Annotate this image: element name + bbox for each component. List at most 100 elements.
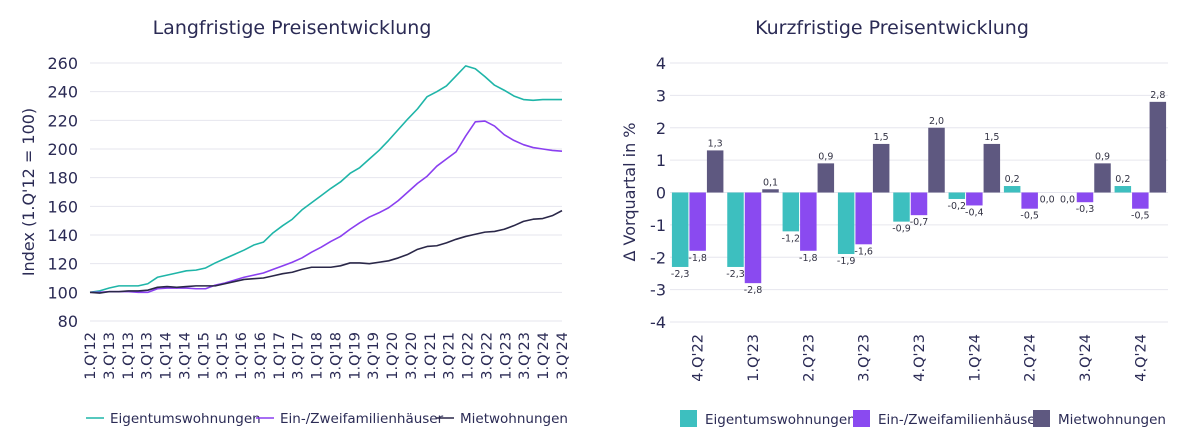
bar-legend-swatch	[853, 410, 870, 427]
bar-2-0	[706, 150, 724, 193]
bar-x-tick-label: 3.Q'24	[1078, 334, 1094, 382]
line-series-1	[90, 120, 563, 294]
bar-1-1	[744, 192, 762, 284]
line-y-tick-label: 220	[47, 111, 78, 130]
bar-data-label: -1,8	[799, 253, 818, 264]
bar-x-tick-label: 2.Q'24	[1023, 334, 1039, 382]
bar-2-8	[1149, 101, 1167, 193]
bar-data-label: 0,0	[1060, 195, 1075, 206]
line-y-tick-label: 180	[47, 169, 78, 188]
bar-x-tick-label: 3.Q'23	[857, 334, 873, 382]
line-x-tick-label: 3.Q'19	[366, 332, 382, 380]
bar-y-tick-label: 2	[656, 119, 666, 138]
bar-data-label: -0,3	[1076, 204, 1095, 215]
bar-x-tick-label: 1.Q'24	[967, 334, 983, 382]
line-x-tick-label: 3.Q'14	[177, 332, 193, 380]
line-x-tick-label: 1.Q'12	[83, 332, 99, 380]
bar-2-1	[762, 189, 779, 193]
line-x-tick-label: 1.Q'14	[159, 332, 175, 380]
line-x-tick-label: 3.Q'13	[140, 332, 156, 380]
bar-0-6	[1003, 186, 1021, 193]
line-x-tick-label: 1.Q'23	[498, 332, 514, 380]
line-x-tick-label: 3.Q'16	[253, 332, 269, 380]
bar-1-4	[910, 192, 928, 216]
bar-data-label: -1,8	[688, 253, 707, 264]
line-y-tick-label: 140	[47, 226, 78, 245]
line-x-tick-label: 3.Q'17	[291, 332, 307, 380]
bar-legend-label: Mietwohnungen	[1058, 412, 1166, 428]
bar-chart-title: Kurzfristige Preisentwicklung	[755, 17, 1029, 39]
bar-0-2	[782, 192, 800, 232]
line-legend-label: Eigentumswohnungen	[110, 411, 261, 427]
line-y-tick-label: 160	[47, 197, 78, 216]
line-x-tick-label: 1.Q'21	[423, 332, 439, 380]
bar-data-label: -2,3	[726, 269, 745, 280]
bar-data-label: 2,0	[929, 116, 944, 127]
bar-data-label: -1,9	[837, 256, 856, 267]
bar-y-tick-label: -1	[650, 216, 666, 235]
bar-chart-short-term: Kurzfristige Preisentwicklung Δ Vorquart…	[620, 17, 1168, 428]
bar-data-label: -0,9	[892, 224, 911, 235]
bar-data-label: 2,8	[1150, 90, 1165, 101]
bar-data-label: 0,9	[1095, 151, 1110, 162]
line-chart-title: Langfristige Preisentwicklung	[153, 17, 432, 39]
bar-y-tick-label: 1	[656, 151, 666, 170]
bar-0-1	[727, 192, 744, 267]
line-x-tick-label: 3.Q'20	[404, 332, 420, 380]
bar-legend-swatch	[1033, 410, 1050, 427]
bar-data-label: 0,0	[1040, 195, 1055, 206]
bar-legend-label: Eigentumswohnungen	[705, 412, 856, 428]
bar-data-label: -2,3	[671, 269, 690, 280]
line-x-tick-label: 3.Q'21	[442, 332, 458, 380]
bar-2-3	[872, 143, 890, 193]
bar-data-label: 1,3	[708, 138, 723, 149]
line-series-0	[89, 65, 562, 294]
line-x-tick-label: 3.Q'24	[555, 332, 571, 380]
bar-x-tick-label: 4.Q'22	[691, 334, 707, 382]
bar-0-0	[671, 192, 689, 267]
bar-y-tick-label: -2	[650, 248, 666, 267]
line-y-tick-label: 100	[47, 283, 78, 302]
bar-data-label: -1,6	[854, 246, 873, 257]
line-x-tick-label: 1.Q'17	[272, 332, 288, 380]
bar-data-label: -1,2	[782, 233, 801, 244]
line-x-tick-label: 1.Q'19	[347, 332, 363, 380]
bar-data-label: 0,1	[763, 177, 778, 188]
line-legend-label: Ein-/Zweifamilienhäuser	[280, 411, 444, 427]
bar-data-label: -0,5	[1131, 211, 1150, 222]
line-x-tick-label: 3.Q'15	[215, 332, 231, 380]
bar-y-tick-label: -4	[650, 313, 666, 332]
line-legend-label: Mietwohnungen	[460, 411, 568, 427]
bar-data-label: 1,5	[984, 132, 999, 143]
line-x-tick-label: 1.Q'22	[461, 332, 477, 380]
bar-1-8	[1132, 192, 1149, 209]
bar-2-4	[928, 127, 945, 193]
line-chart-y-axis-title: Index (1.Q'12 = 100)	[19, 108, 38, 276]
line-x-tick-label: 1.Q'20	[385, 332, 401, 380]
bar-data-label: -0,2	[948, 201, 967, 212]
line-y-tick-label: 80	[58, 312, 78, 331]
bar-0-4	[893, 192, 910, 222]
line-y-tick-label: 240	[47, 83, 78, 102]
bar-data-label: -0,4	[965, 207, 984, 218]
line-x-tick-label: 3.Q'23	[517, 332, 533, 380]
line-chart-long-term: Langfristige Preisentwicklung Index (1.Q…	[19, 17, 571, 427]
line-x-tick-label: 3.Q'13	[102, 332, 118, 380]
line-x-tick-label: 1.Q'24	[536, 332, 552, 380]
bar-data-label: -2,8	[744, 285, 763, 296]
bar-data-label: 0,2	[1115, 174, 1130, 185]
line-x-tick-label: 1.Q'16	[234, 332, 250, 380]
bar-x-tick-label: 1.Q'23	[746, 334, 762, 382]
line-x-tick-label: 1.Q'18	[310, 332, 326, 380]
line-x-tick-label: 3.Q'18	[328, 332, 344, 380]
bar-y-tick-label: 0	[656, 184, 666, 203]
bar-1-2	[800, 192, 817, 251]
bar-data-label: 0,2	[1005, 174, 1020, 185]
bar-1-3	[855, 192, 872, 245]
line-x-tick-label: 1.Q'13	[121, 332, 137, 380]
line-x-tick-label: 1.Q'15	[196, 332, 212, 380]
bar-2-2	[817, 163, 835, 193]
bar-legend-swatch	[680, 410, 697, 427]
bar-x-tick-label: 2.Q'23	[801, 334, 817, 382]
bar-2-7	[1094, 163, 1111, 193]
